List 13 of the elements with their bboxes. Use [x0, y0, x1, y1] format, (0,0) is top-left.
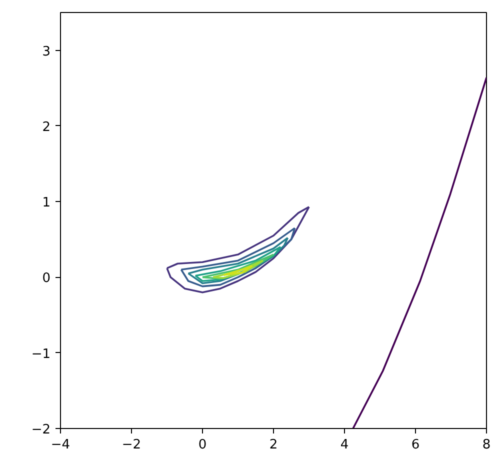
- x-tick-label: 8: [482, 438, 491, 452]
- y-tick-label: 0: [42, 271, 51, 286]
- y-tick-label: 3: [42, 44, 51, 60]
- y-tick-label: 2: [42, 120, 51, 135]
- x-tick-label: 0: [198, 438, 207, 452]
- x-tick-label: 6: [411, 438, 420, 452]
- x-tick-label: 2: [269, 438, 278, 452]
- x-tick-label: −4: [50, 438, 70, 452]
- y-tick-label: 1: [42, 196, 51, 211]
- y-tick-label: −1: [31, 346, 51, 362]
- x-tick-label: −2: [122, 438, 142, 452]
- x-tick-label: 4: [340, 438, 349, 452]
- y-tick-label: −2: [31, 422, 51, 438]
